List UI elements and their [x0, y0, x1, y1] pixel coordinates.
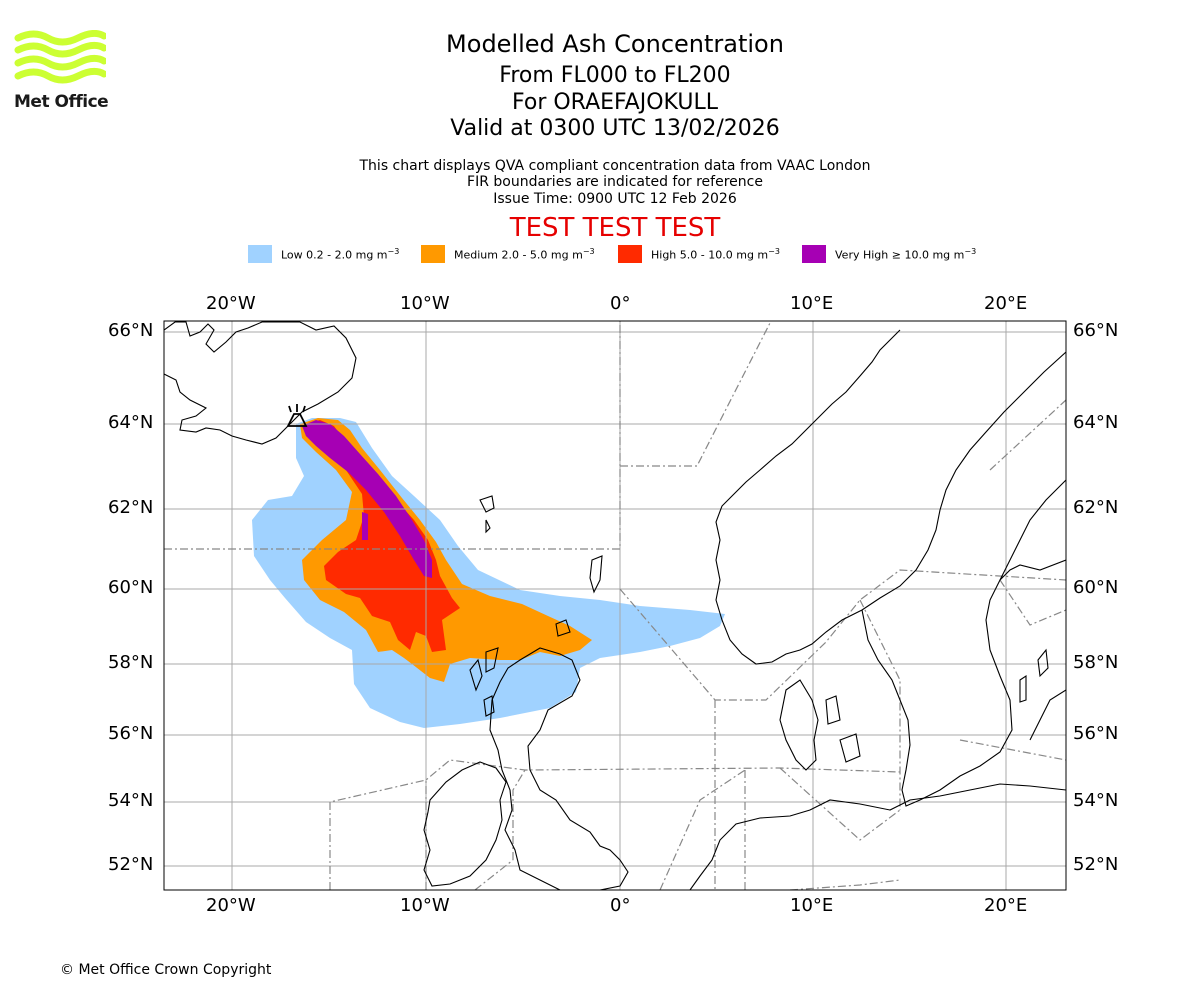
coast-iceland [164, 321, 357, 445]
test-banner: TEST TEST TEST [509, 213, 721, 243]
lon-tick-top-0: 0° [610, 293, 631, 314]
lon-tick-bottom-20e: 20°E [984, 895, 1028, 916]
lon-tick-bottom-0: 0° [610, 895, 631, 916]
lat-tick-right-60n: 60°N [1073, 577, 1119, 598]
legend-medium: Medium 2.0 - 5.0 mg m−3 [421, 244, 595, 264]
coast-ireland [423, 761, 507, 887]
legend-high: High 5.0 - 10.0 mg m−3 [618, 244, 780, 264]
legend-very-high-swatch [802, 245, 826, 263]
coast-sweden [861, 479, 1066, 807]
lat-tick-right-58n: 58°N [1073, 652, 1119, 673]
lat-tick-right-64n: 64°N [1073, 412, 1119, 433]
legend-medium-swatch [421, 245, 445, 263]
coast-continent [689, 783, 1066, 890]
lat-tick-left-66n: 66°N [108, 320, 154, 341]
coast-faroe [479, 495, 495, 534]
issue-time: Issue Time: 0900 UTC 12 Feb 2026 [493, 191, 737, 207]
volcano-name: For ORAEFAJOKULL [512, 90, 718, 115]
legend-medium-label: Medium 2.0 - 5.0 mg m−3 [454, 246, 595, 262]
legend-low-label: Low 0.2 - 2.0 mg m−3 [281, 246, 400, 262]
info-line-qva: This chart displays QVA compliant concen… [359, 158, 871, 174]
coast-orkney [555, 619, 571, 637]
coast-oland [1019, 674, 1027, 703]
legend-very-high-label: Very High ≥ 10.0 mg m−3 [835, 246, 977, 262]
info-line-fir: FIR boundaries are indicated for referen… [467, 174, 763, 190]
lat-tick-right-52n: 52°N [1073, 854, 1119, 875]
lon-tick-top-10w: 10°W [400, 293, 450, 314]
lon-tick-bottom-10e: 10°E [790, 895, 834, 916]
lat-tick-left-60n: 60°N [108, 577, 154, 598]
lat-tick-right-66n: 66°N [1073, 320, 1119, 341]
lat-tick-right-56n: 56°N [1073, 723, 1119, 744]
lon-tick-top-10e: 10°E [790, 293, 834, 314]
met-office-logo [14, 30, 106, 84]
legend-very-high: Very High ≥ 10.0 mg m−3 [802, 244, 976, 264]
lat-tick-left-62n: 62°N [108, 497, 154, 518]
lat-tick-left-58n: 58°N [108, 652, 154, 673]
coastlines [164, 321, 1066, 890]
met-office-logo-text: Met Office [14, 92, 109, 112]
flight-levels: From FL000 to FL200 [499, 63, 731, 88]
lon-tick-bottom-20w: 20°W [206, 895, 256, 916]
ash-high-region [304, 420, 460, 652]
coast-shetland [589, 555, 603, 594]
ash-very-high-region [302, 420, 432, 578]
coast-baltic [999, 559, 1066, 741]
copyright-notice: © Met Office Crown Copyright [60, 962, 272, 978]
graticule [164, 321, 1066, 890]
lon-tick-bottom-10w: 10°W [400, 895, 450, 916]
legend-low: Low 0.2 - 2.0 mg m−3 [248, 244, 399, 264]
chart-title: Modelled Ash Concentration [446, 30, 784, 58]
lat-tick-right-62n: 62°N [1073, 497, 1119, 518]
lat-tick-right-54n: 54°N [1073, 790, 1119, 811]
coast-gotland [1037, 648, 1049, 678]
lat-tick-left-64n: 64°N [108, 412, 154, 433]
lat-tick-left-52n: 52°N [108, 854, 154, 875]
legend-high-swatch [618, 245, 642, 263]
lat-tick-left-54n: 54°N [108, 790, 154, 811]
map-frame [163, 320, 1067, 891]
fir-boundaries [164, 321, 1066, 890]
lon-tick-top-20e: 20°E [984, 293, 1028, 314]
coast-norway [715, 329, 1066, 665]
legend-high-label: High 5.0 - 10.0 mg m−3 [651, 246, 780, 262]
lat-tick-left-56n: 56°N [108, 723, 154, 744]
volcano-icon [286, 404, 308, 427]
ash-very-high-patch [362, 512, 368, 540]
valid-time: Valid at 0300 UTC 13/02/2026 [450, 116, 780, 141]
coast-denmark [779, 679, 861, 771]
coast-hebrides [469, 647, 499, 717]
coast-great-britain [489, 647, 629, 890]
legend-low-swatch [248, 245, 272, 263]
lon-tick-top-20w: 20°W [206, 293, 256, 314]
